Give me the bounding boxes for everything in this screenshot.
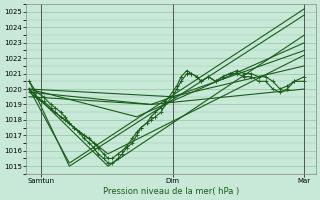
X-axis label: Pression niveau de la mer( hPa ): Pression niveau de la mer( hPa ) bbox=[103, 187, 239, 196]
